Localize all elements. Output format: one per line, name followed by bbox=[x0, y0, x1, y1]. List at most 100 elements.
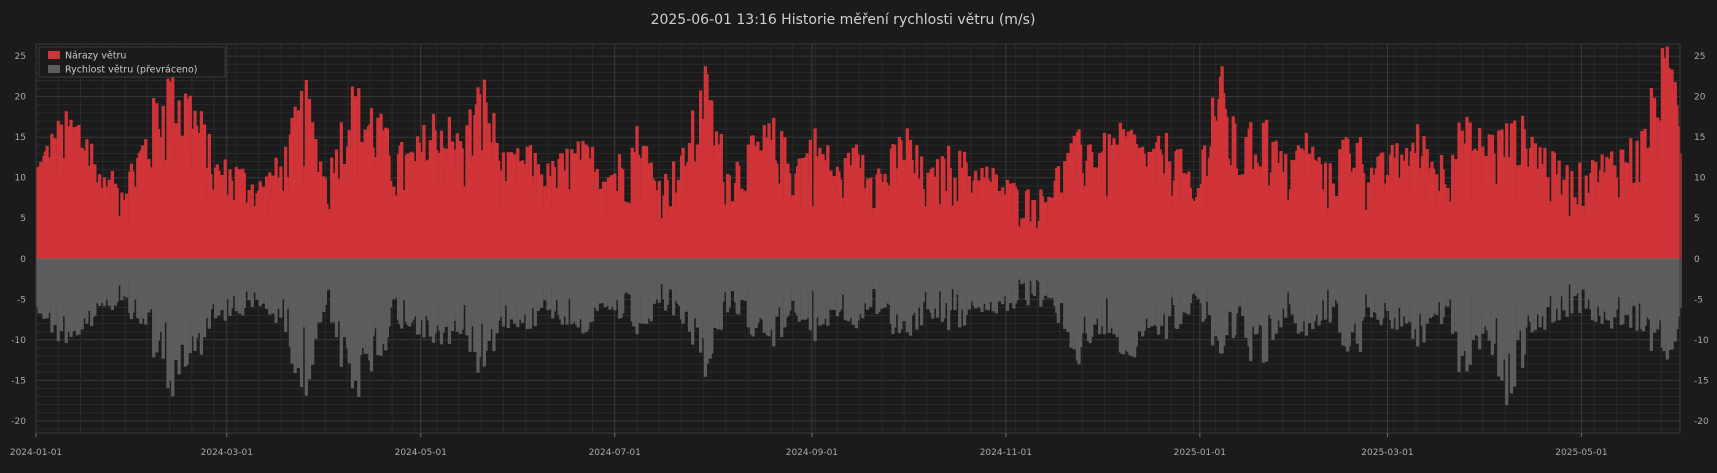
y-tick-label-left: 0 bbox=[20, 255, 26, 265]
bar-gust bbox=[935, 159, 940, 259]
bar-speed bbox=[422, 258, 426, 338]
bar-gust bbox=[780, 131, 784, 259]
bar-speed bbox=[202, 258, 207, 338]
y-tick-label-right: 10 bbox=[1694, 174, 1706, 184]
bar-gust bbox=[590, 146, 595, 259]
bar-gust bbox=[93, 164, 97, 259]
y-tick-label-left: -20 bbox=[11, 417, 26, 427]
bar-speed bbox=[641, 258, 646, 324]
legend-swatch-speed bbox=[48, 65, 60, 73]
bar-speed bbox=[299, 258, 304, 388]
legend-label-speed: Rychlost větru (převráceno) bbox=[65, 65, 197, 76]
x-tick-label: 2024-05-01 bbox=[395, 448, 447, 458]
axes bbox=[35, 43, 1681, 434]
bar-gust bbox=[1543, 147, 1547, 259]
bar-speed bbox=[1203, 258, 1207, 320]
x-tick-label: 2024-07-01 bbox=[589, 448, 641, 458]
y-tick-label-right: -15 bbox=[1694, 376, 1709, 386]
bar-speed bbox=[1015, 258, 1019, 301]
bar-gust bbox=[102, 177, 107, 259]
y-tick-label-left: 25 bbox=[15, 52, 26, 62]
bar-gust bbox=[808, 139, 812, 259]
chart-title: 2025-06-01 13:16 Historie měření rychlos… bbox=[651, 12, 1036, 28]
bar-speed bbox=[652, 258, 657, 304]
x-tick-label: 2024-01-01 bbox=[10, 448, 62, 458]
bar-speed bbox=[1513, 258, 1517, 387]
y-tick-label-left: -15 bbox=[11, 376, 26, 386]
bar-gust bbox=[1026, 189, 1030, 259]
y-tick-label-right: -5 bbox=[1694, 295, 1703, 305]
bar-gust bbox=[299, 90, 304, 259]
x-tick-label: 2025-05-01 bbox=[1555, 448, 1607, 458]
bar-gust bbox=[1594, 161, 1598, 259]
bar-speed bbox=[1565, 258, 1569, 317]
bar-speed bbox=[1594, 258, 1598, 322]
bar-gust bbox=[1015, 189, 1019, 259]
bar-gust bbox=[1271, 141, 1275, 259]
bar-speed bbox=[657, 258, 661, 303]
y-tick-label-right: 5 bbox=[1694, 214, 1700, 224]
bar-gust bbox=[1468, 122, 1472, 259]
bar-speed bbox=[334, 258, 339, 338]
x-tick-label: 2024-09-01 bbox=[786, 448, 838, 458]
bar-gust bbox=[1102, 132, 1107, 259]
bar-gust bbox=[223, 159, 227, 259]
bar-gust bbox=[334, 149, 339, 259]
bar-gust bbox=[497, 160, 501, 259]
y-tick-label-right: -10 bbox=[1694, 336, 1709, 346]
legend: Nárazy větru Rychlost větru (převráceno) bbox=[38, 46, 226, 78]
bar-speed bbox=[1451, 258, 1455, 334]
bar-gust bbox=[171, 57, 175, 259]
y-tick-label-right: -20 bbox=[1694, 417, 1709, 427]
bar-speed bbox=[1422, 258, 1426, 343]
y-tick-label-left: 15 bbox=[15, 133, 26, 143]
bar-speed bbox=[1468, 258, 1472, 365]
y-tick-label-right: 25 bbox=[1694, 52, 1705, 62]
y-tick-label-left: 5 bbox=[20, 214, 26, 224]
y-tick-label-right: 15 bbox=[1694, 133, 1705, 143]
bar-speed bbox=[808, 258, 812, 331]
bar-gust bbox=[1203, 145, 1207, 259]
bar-speed bbox=[1271, 258, 1275, 340]
y-tick-label-right: 0 bbox=[1694, 255, 1700, 265]
bar-gust bbox=[314, 139, 318, 259]
bar-speed bbox=[671, 258, 676, 316]
bar-gust bbox=[1323, 162, 1328, 259]
bar-speed bbox=[590, 258, 595, 322]
bar-gust bbox=[869, 177, 873, 259]
legend-swatch-gust bbox=[48, 51, 60, 59]
bar-gust bbox=[1565, 165, 1569, 259]
bar-speed bbox=[1175, 258, 1180, 329]
bar-speed bbox=[942, 258, 946, 319]
bar-gust bbox=[1422, 136, 1426, 259]
y-tick-label-left: 10 bbox=[15, 174, 27, 184]
bar-speed bbox=[1562, 258, 1566, 311]
bar-speed bbox=[846, 258, 851, 322]
y-tick-label-left: -5 bbox=[17, 295, 26, 305]
y-tick-label-right: 20 bbox=[1694, 93, 1706, 103]
bar-speed bbox=[497, 258, 501, 321]
bar-gust bbox=[657, 181, 661, 259]
bar-speed bbox=[223, 258, 227, 321]
plot-frame bbox=[35, 43, 1681, 434]
legend-box bbox=[38, 46, 226, 78]
bar-gust bbox=[1578, 162, 1582, 259]
x-tick-label: 2024-11-01 bbox=[980, 448, 1032, 458]
bar-speed bbox=[780, 258, 784, 337]
bar-speed bbox=[93, 258, 97, 316]
y-tick-label-left: -10 bbox=[11, 336, 26, 346]
bar-gust bbox=[353, 96, 358, 259]
x-tick-label: 2025-03-01 bbox=[1361, 448, 1413, 458]
y-axis-right-ticks: -20 -15 -10 -5 0 5 10 15 20 25 bbox=[1694, 52, 1709, 427]
bar-speed bbox=[1323, 258, 1328, 320]
bar-gust bbox=[671, 161, 676, 259]
bar-gust bbox=[652, 180, 657, 259]
bar-speed bbox=[727, 258, 731, 308]
bar-gust bbox=[202, 124, 207, 259]
x-tick-label: 2024-03-01 bbox=[201, 448, 253, 458]
bar-gust bbox=[264, 176, 269, 259]
bar-gust bbox=[846, 152, 851, 259]
bar-gust bbox=[727, 175, 731, 259]
x-tick-label: 2025-01-01 bbox=[1174, 448, 1226, 458]
